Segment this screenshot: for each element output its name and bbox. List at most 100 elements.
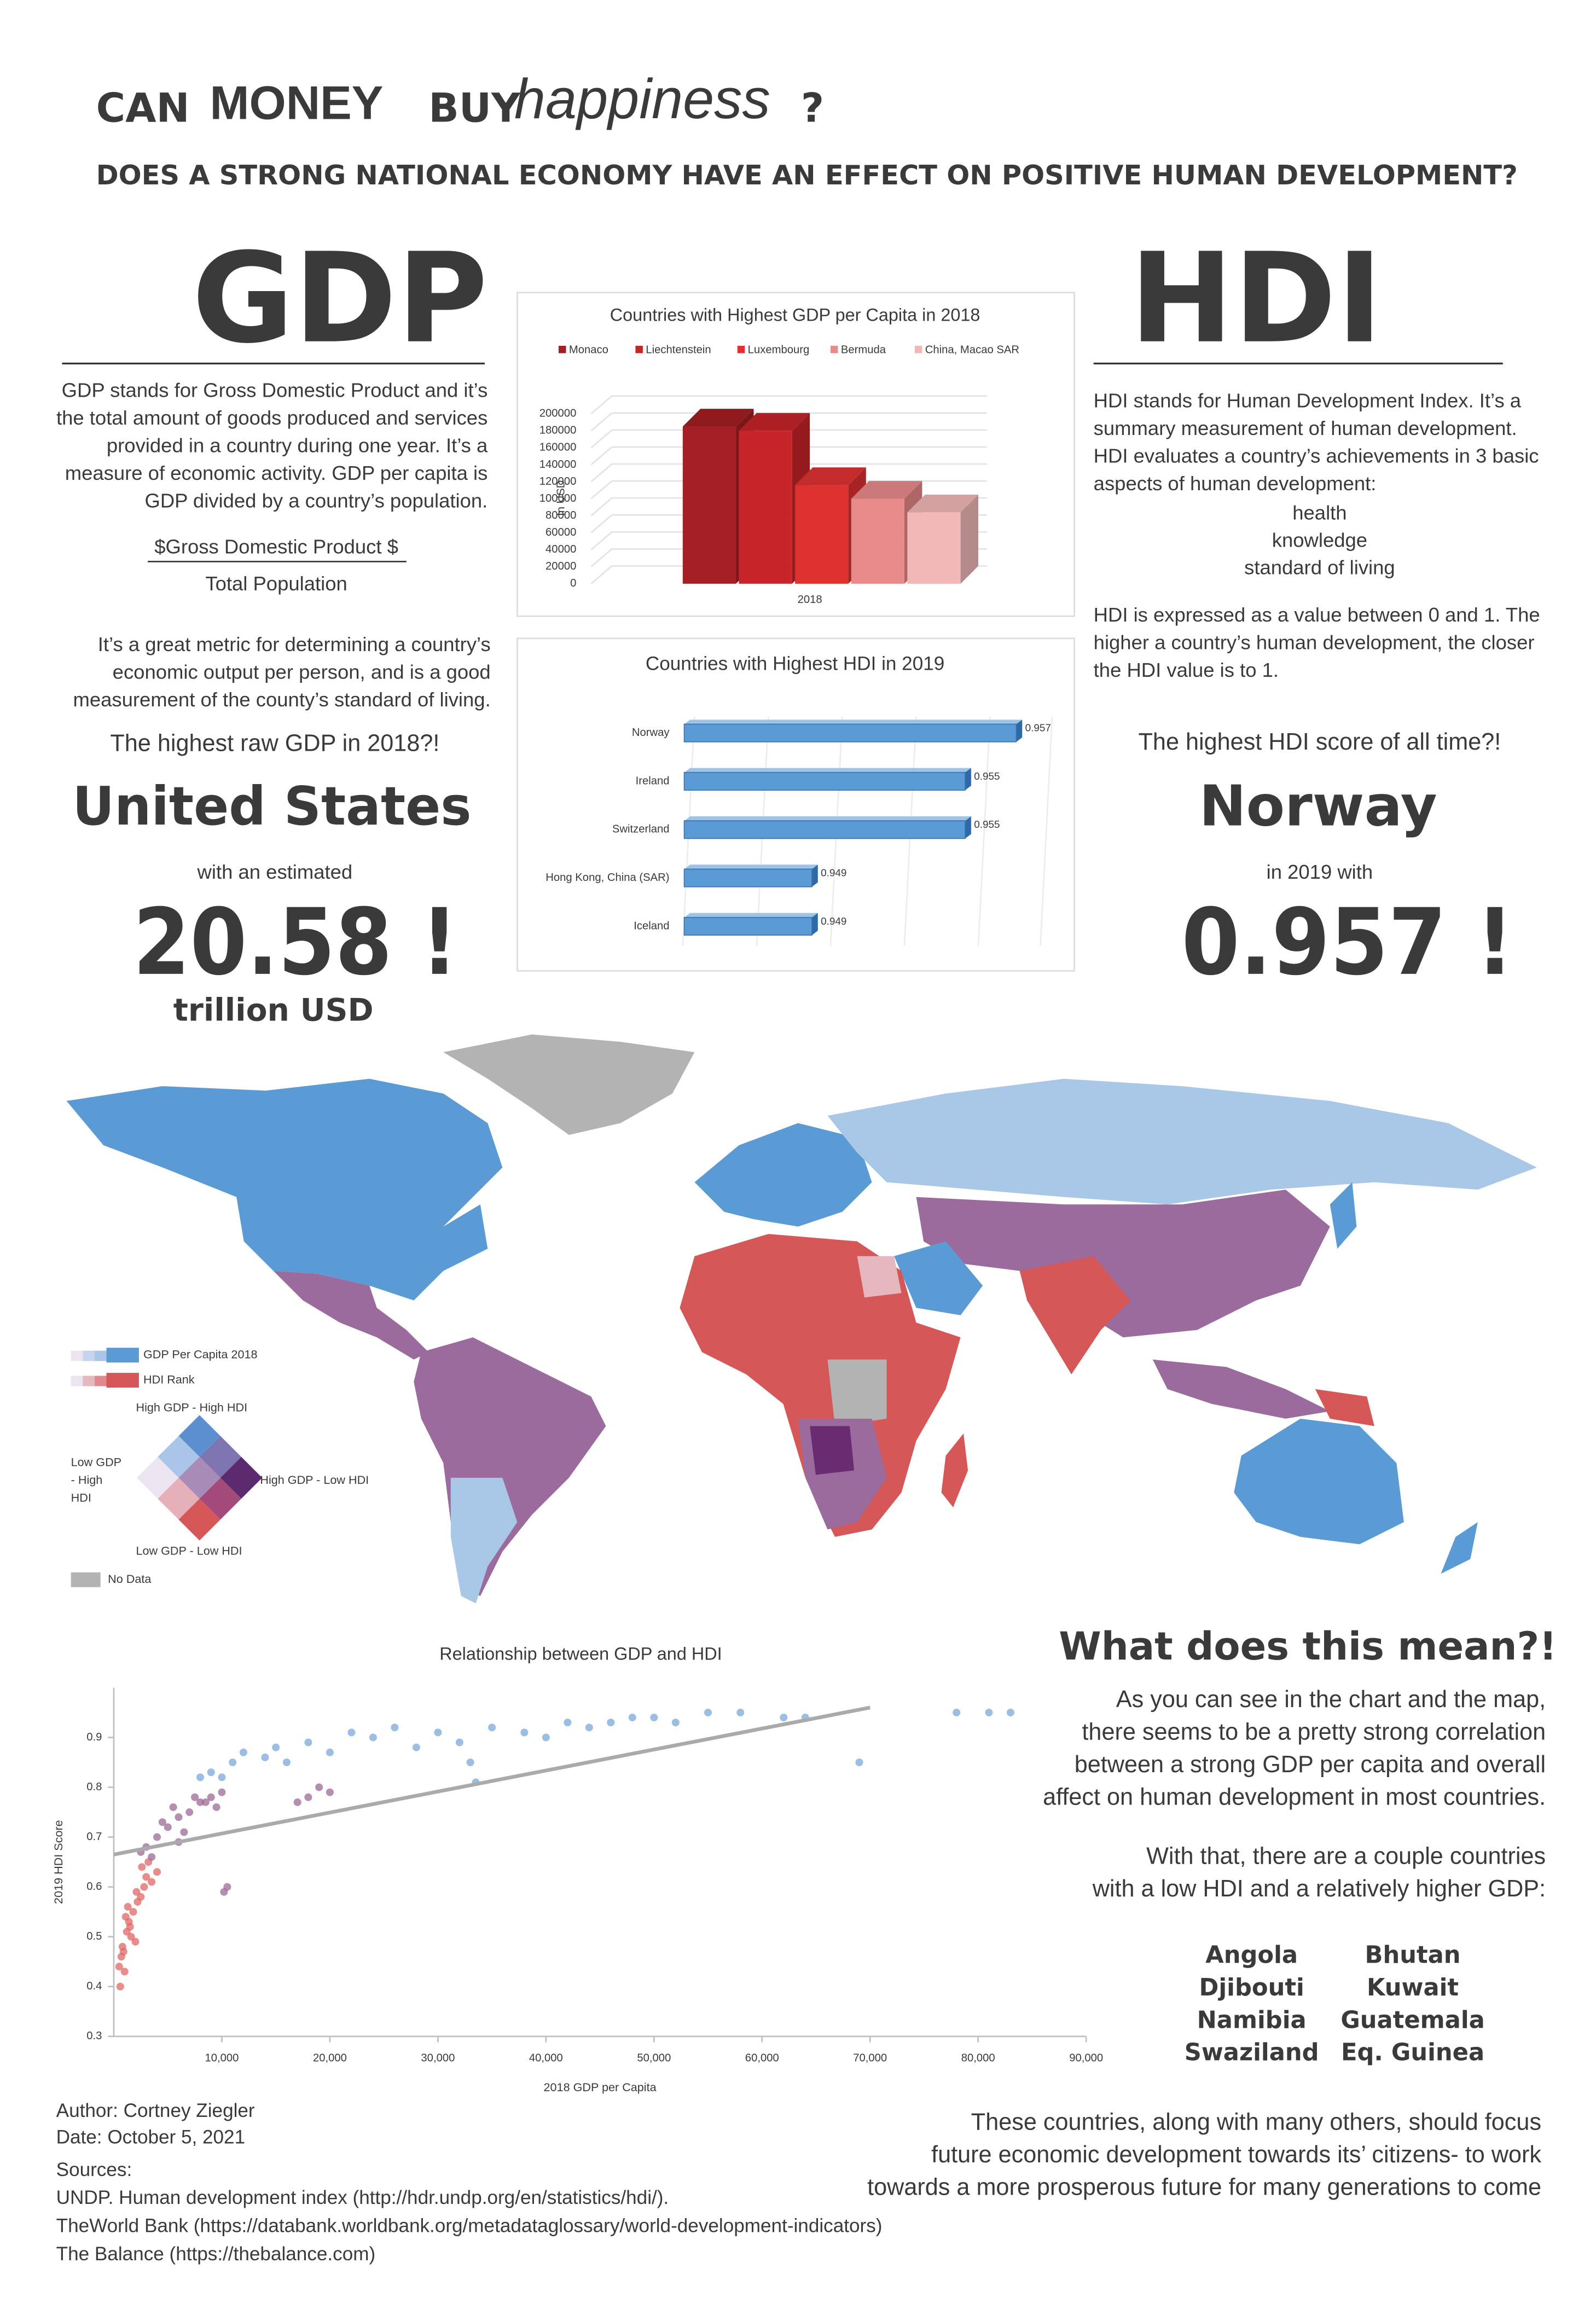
x-tick-label: 80,000 bbox=[961, 2052, 995, 2064]
grid-edge bbox=[590, 480, 613, 500]
region bbox=[680, 1234, 961, 1537]
point bbox=[391, 1724, 399, 1732]
point bbox=[125, 1918, 133, 1926]
country-name: Kuwait bbox=[1367, 1974, 1459, 2001]
legend-label: Low GDP bbox=[71, 1455, 121, 1469]
conclusion-text: As you can see in the chart and the map, bbox=[1116, 1686, 1546, 1713]
point bbox=[585, 1724, 593, 1732]
swatch bbox=[94, 1350, 107, 1361]
grid-decor bbox=[977, 716, 991, 946]
hdi-text: HDI is expressed as a value between 0 an… bbox=[1094, 604, 1540, 626]
region bbox=[1234, 1418, 1404, 1545]
bar bbox=[739, 431, 792, 584]
bar-top bbox=[682, 409, 754, 427]
point bbox=[132, 1888, 141, 1896]
bar-end bbox=[965, 768, 971, 791]
y-tick-label: 120000 bbox=[539, 475, 577, 488]
point bbox=[124, 1903, 132, 1911]
point bbox=[607, 1719, 615, 1727]
region bbox=[810, 1426, 855, 1475]
point bbox=[196, 1798, 204, 1806]
y-tick-label: 20000 bbox=[545, 560, 576, 572]
y-tick-label: 180000 bbox=[539, 425, 577, 437]
grid-edge bbox=[590, 463, 613, 483]
point bbox=[116, 1982, 124, 1991]
bar bbox=[683, 771, 966, 791]
point bbox=[212, 1803, 220, 1811]
legend-swatch bbox=[558, 346, 566, 353]
point bbox=[131, 1937, 140, 1946]
highlight-value: 20.58 ! bbox=[133, 890, 458, 996]
hdi-text: HDI stands for Human Development Index. … bbox=[1094, 389, 1522, 411]
bar bbox=[683, 723, 1017, 742]
title-word: happiness bbox=[514, 67, 770, 130]
legend-label: No Data bbox=[108, 1572, 152, 1586]
point bbox=[780, 1714, 788, 1722]
value-label: 0.955 bbox=[974, 771, 1000, 782]
y-axis-label: 2019 HDI Score bbox=[51, 1820, 65, 1904]
chart-title: Relationship between GDP and HDI bbox=[439, 1644, 722, 1664]
footer-text: Date: October 5, 2021 bbox=[56, 2126, 245, 2148]
point bbox=[434, 1728, 442, 1737]
point bbox=[220, 1888, 228, 1896]
y-tick-label: 80000 bbox=[545, 509, 576, 521]
conclusion-heading: What does this mean?! bbox=[1059, 1624, 1557, 1669]
point bbox=[304, 1793, 312, 1801]
region bbox=[1152, 1359, 1330, 1419]
region bbox=[273, 1270, 429, 1360]
bar bbox=[907, 512, 961, 584]
hdi-text: the HDI value is to 1. bbox=[1094, 659, 1279, 681]
y-tick-label: 40000 bbox=[545, 543, 576, 555]
bar-end bbox=[811, 913, 818, 936]
point bbox=[180, 1828, 188, 1836]
legend-label: Luxembourg bbox=[748, 344, 810, 356]
country-name: Namibia bbox=[1197, 2006, 1307, 2034]
x-tick-label: 50,000 bbox=[637, 2052, 671, 2064]
grid-edge bbox=[590, 548, 613, 567]
question: The highest HDI score of all time?! bbox=[1139, 729, 1501, 755]
legend-label: HDI bbox=[71, 1490, 91, 1504]
gdp-text: measure of economic activity. GDP per ca… bbox=[65, 462, 488, 484]
formula: $Gross Domestic Product $ bbox=[154, 536, 398, 558]
value-label: 0.955 bbox=[974, 819, 1000, 831]
lead: with an estimated bbox=[197, 861, 353, 883]
y-tick-label: 140000 bbox=[539, 459, 577, 471]
y-tick-label: 0.4 bbox=[86, 1980, 102, 1992]
value-label: 0.949 bbox=[821, 916, 846, 927]
point bbox=[153, 1833, 161, 1841]
conclusion-text: With that, there are a couple countries bbox=[1146, 1843, 1546, 1869]
region bbox=[443, 1034, 695, 1135]
bar-top bbox=[907, 494, 979, 513]
subtitle: DOES A STRONG NATIONAL ECONOMY HAVE AN E… bbox=[96, 160, 1518, 191]
y-tick-label: Hong Kong, China (SAR) bbox=[545, 872, 669, 884]
bar-top-shade bbox=[682, 409, 754, 427]
bar bbox=[683, 916, 812, 936]
bar-side bbox=[960, 494, 979, 584]
value-label: 0.949 bbox=[821, 867, 846, 879]
point bbox=[953, 1708, 961, 1716]
x-tick-label: 60,000 bbox=[745, 2052, 779, 2064]
y-tick-label: 100000 bbox=[539, 492, 577, 504]
grid-edge bbox=[590, 412, 613, 432]
point bbox=[175, 1813, 183, 1821]
formula: Total Population bbox=[205, 572, 347, 595]
y-tick-label: 0.7 bbox=[86, 1831, 102, 1843]
point bbox=[119, 1947, 127, 1956]
country-name: Eq. Guinea bbox=[1341, 2039, 1484, 2067]
point bbox=[127, 1933, 135, 1941]
point bbox=[261, 1753, 269, 1761]
point bbox=[129, 1908, 137, 1916]
bar bbox=[683, 820, 966, 839]
point bbox=[169, 1803, 177, 1811]
swatch bbox=[106, 1373, 139, 1388]
conclusion-text: with a low HDI and a relatively higher G… bbox=[1092, 1876, 1546, 1902]
gdp-text: GDP divided by a country’s population. bbox=[144, 489, 487, 512]
region bbox=[236, 1197, 488, 1301]
legend-label: Bermuda bbox=[841, 344, 886, 356]
point bbox=[140, 1883, 148, 1891]
region bbox=[694, 1123, 872, 1227]
region bbox=[1441, 1522, 1478, 1574]
point bbox=[985, 1708, 993, 1716]
key-cell bbox=[158, 1436, 200, 1478]
key-cell bbox=[199, 1436, 242, 1478]
